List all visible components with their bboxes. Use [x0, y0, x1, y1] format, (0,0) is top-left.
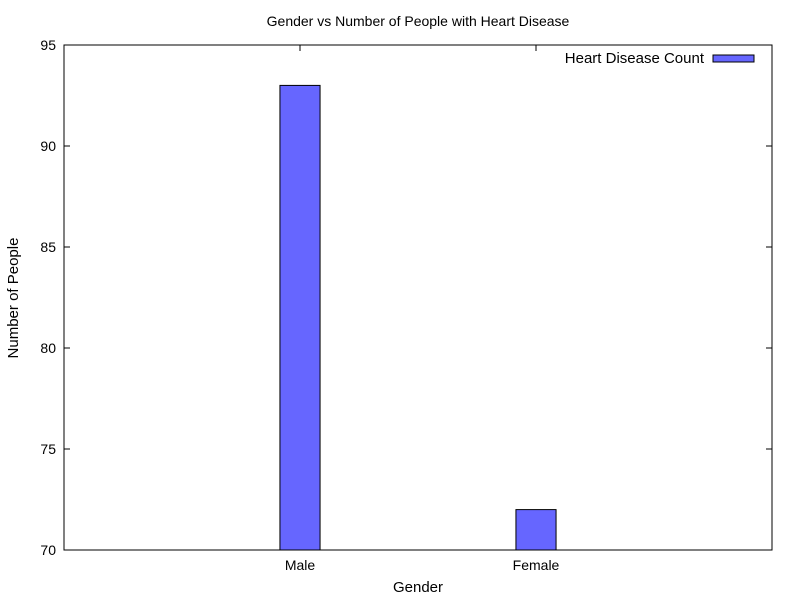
y-tick-label: 85: [40, 239, 56, 255]
legend: Heart Disease Count: [565, 50, 755, 67]
legend-label: Heart Disease Count: [565, 50, 705, 67]
bar-female: [515, 509, 557, 551]
y-tick-label: 70: [40, 542, 56, 558]
y-axis-ticks: 70 75 80 85 90 95: [40, 37, 772, 558]
x-axis-ticks: Male Female: [285, 45, 560, 573]
chart-title: Gender vs Number of People with Heart Di…: [267, 13, 570, 29]
plot-area-frame: [63, 44, 773, 551]
x-tick-label: Female: [513, 557, 560, 573]
legend-swatch: [712, 54, 755, 63]
bars: [279, 84, 557, 551]
y-tick-label: 95: [40, 37, 56, 53]
y-tick-label: 80: [40, 340, 56, 356]
y-tick-label: 75: [40, 441, 56, 457]
x-axis-label: Gender: [393, 579, 443, 596]
y-axis-label: Number of People: [5, 238, 22, 359]
y-tick-label: 90: [40, 138, 56, 154]
x-tick-label: Male: [285, 557, 316, 573]
bar-male: [279, 84, 321, 551]
